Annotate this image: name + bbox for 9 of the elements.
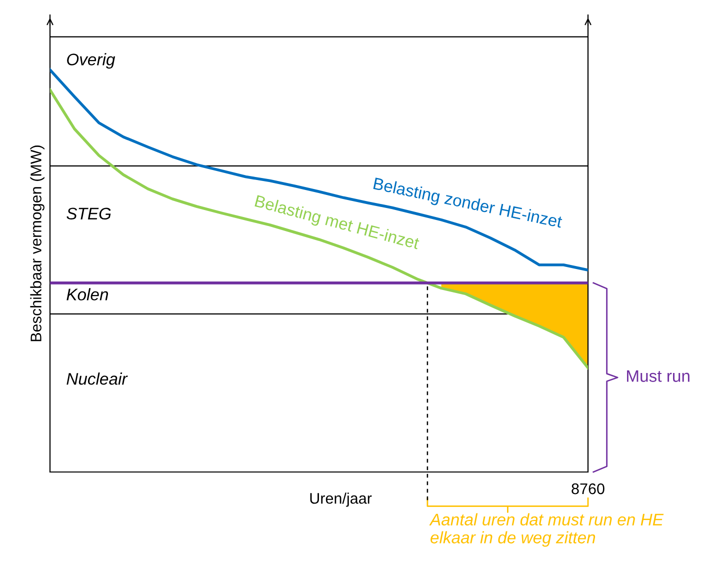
annotation: Nucleair	[66, 372, 128, 385]
annotation: Kolen	[66, 288, 108, 300]
x-axis-title: Uren/jaar	[310, 492, 372, 507]
text: Overig	[67, 53, 116, 69]
annotation: STEG	[66, 208, 111, 220]
ref-line-label: Must run	[627, 370, 690, 382]
text: Aantal uren dat must run en HE elkaar in de weg zitten	[429, 513, 664, 547]
text: 8760	[572, 483, 604, 494]
y-axis-title: Beschikbaar vermogen (MW)	[30, 146, 44, 342]
